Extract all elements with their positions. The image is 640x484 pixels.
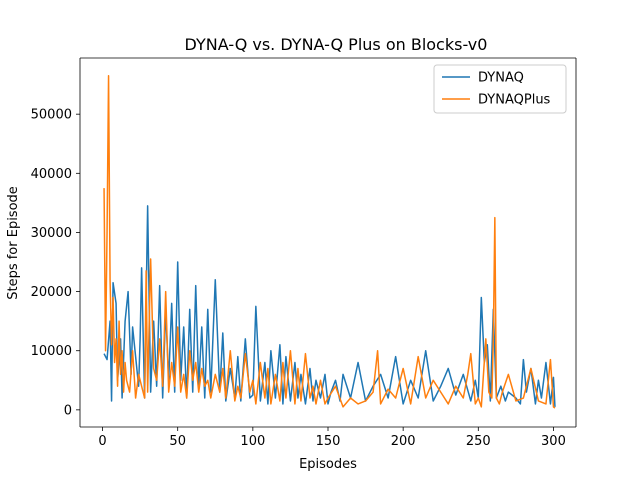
x-tick-label: 200 — [391, 434, 416, 449]
y-tick-label: 10000 — [31, 344, 72, 359]
y-tick-label: 0 — [64, 403, 72, 418]
x-tick-label: 0 — [98, 434, 106, 449]
x-tick-label: 100 — [240, 434, 265, 449]
legend-label-dynaqplus: DYNAQPlus — [478, 93, 551, 108]
y-tick-label: 30000 — [31, 226, 72, 241]
x-axis-title: Episodes — [299, 457, 357, 472]
x-tick-label: 50 — [169, 434, 186, 449]
legend-label-dynaq: DYNAQ — [478, 71, 524, 86]
x-tick-label: 250 — [466, 434, 491, 449]
legend: DYNAQ DYNAQPlus — [433, 64, 567, 114]
chart-title: DYNA-Q vs. DYNA-Q Plus on Blocks-v0 — [185, 35, 488, 54]
y-tick-label: 40000 — [31, 167, 72, 182]
y-axis-title: Steps for Episode — [6, 186, 21, 300]
plot-area — [103, 74, 556, 409]
y-tick-label: 20000 — [31, 285, 72, 300]
axes: 0 50 100 150 200 250 300 0 10000 20000 30000 40000 5… — [31, 57, 577, 449]
x-tick-label: 300 — [541, 434, 566, 449]
y-tick-label: 50000 — [31, 108, 72, 123]
x-tick-label: 150 — [316, 434, 341, 449]
series-line-dynaqplus — [103, 74, 556, 409]
